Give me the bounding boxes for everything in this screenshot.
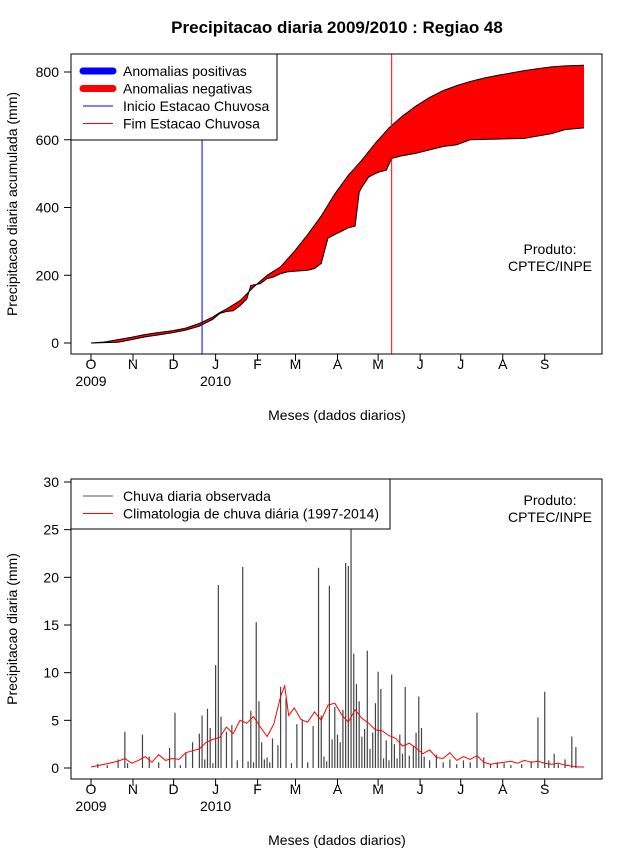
observed-cumulative-line [90,127,585,344]
y-tick-label: 800 [36,64,60,80]
x-tick-label: F [253,356,262,372]
year-label: 2010 [200,373,231,389]
year-label: 2009 [75,798,106,814]
x-tick-label: N [128,781,138,797]
x-tick-label: N [128,356,138,372]
x-tick-label: J [417,781,424,797]
x-tick-label: M [290,356,302,372]
legend-box [70,478,391,530]
x-tick-label: J [457,356,464,372]
product-annotation: Produto: [524,492,577,508]
x-tick-label: F [253,781,262,797]
y-tick-label: 20 [43,569,59,585]
x-tick-label: J [212,356,219,372]
x-tick-label: O [86,781,97,797]
x-axis-label: Meses (dados diarios) [268,832,406,848]
x-axis-label: Meses (dados diarios) [268,407,406,423]
legend-label: Fim Estacao Chuvosa [123,116,260,132]
y-tick-label: 200 [36,267,60,283]
y-tick-label: 400 [36,200,60,216]
x-tick-label: M [290,781,302,797]
y-tick-label: 10 [43,665,59,681]
y-tick-label: 5 [51,712,59,728]
x-tick-label: A [498,356,508,372]
legend: Anomalias positivas Anomalias negativasIn… [70,53,278,141]
x-tick-label: D [169,356,179,372]
x-tick-label: J [212,781,219,797]
x-tick-label: A [333,356,343,372]
x-tick-label: D [169,781,179,797]
y-axis-label: Precipitacao diaria (mm) [4,553,20,705]
legend: Chuva diaria observada Climatologia de ch… [70,478,391,530]
year-label: 2009 [75,373,106,389]
cumulative-chart: 0 200 400 600 800 O N D J F M A M J J A S 2009 2010 Meses (… [4,53,603,423]
year-label: 2010 [200,798,231,814]
y-tick-label: 600 [36,132,60,148]
x-tick-label: A [498,781,508,797]
y-tick-label: 25 [43,522,59,538]
climatology-cumulative-line [90,64,585,344]
plot-frame [70,53,603,355]
x-tick-label: S [540,781,549,797]
x-tick-label: O [86,356,97,372]
legend-label: Climatologia de chuva diária (1997-2014) [123,506,379,522]
daily-climatology-line [90,684,584,768]
x-tick-label: M [372,781,384,797]
y-tick-label: 0 [51,335,59,351]
product-annotation: CPTEC/INPE [508,258,592,274]
negative-anomaly-area [91,65,584,343]
legend-label: Chuva diaria observada [123,488,271,504]
chart-title: Precipitacao diaria 2009/2010 : Regiao 4… [171,18,503,37]
x-tick-label: M [372,356,384,372]
legend-label: Inicio Estacao Chuvosa [123,98,270,114]
x-tick-label: S [540,356,549,372]
daily-chart: 0 5 10 15 20 25 30 O N D J F M A M J J A S 2009 2010 Meses (d… [4,474,603,848]
product-annotation: Produto: [524,241,577,257]
x-tick-label: A [333,781,343,797]
x-tick-label: J [457,781,464,797]
legend-label: Anomalias negativas [123,81,252,97]
y-tick-label: 0 [51,760,59,776]
y-tick-label: 30 [43,474,59,490]
legend-label: Anomalias positivas [123,63,247,79]
product-annotation: CPTEC/INPE [508,509,592,525]
x-tick-label: J [417,356,424,372]
y-axis-label: Precipitacao diaria acumulada (mm) [4,92,20,316]
y-tick-label: 15 [43,617,59,633]
legend-box [70,53,278,141]
